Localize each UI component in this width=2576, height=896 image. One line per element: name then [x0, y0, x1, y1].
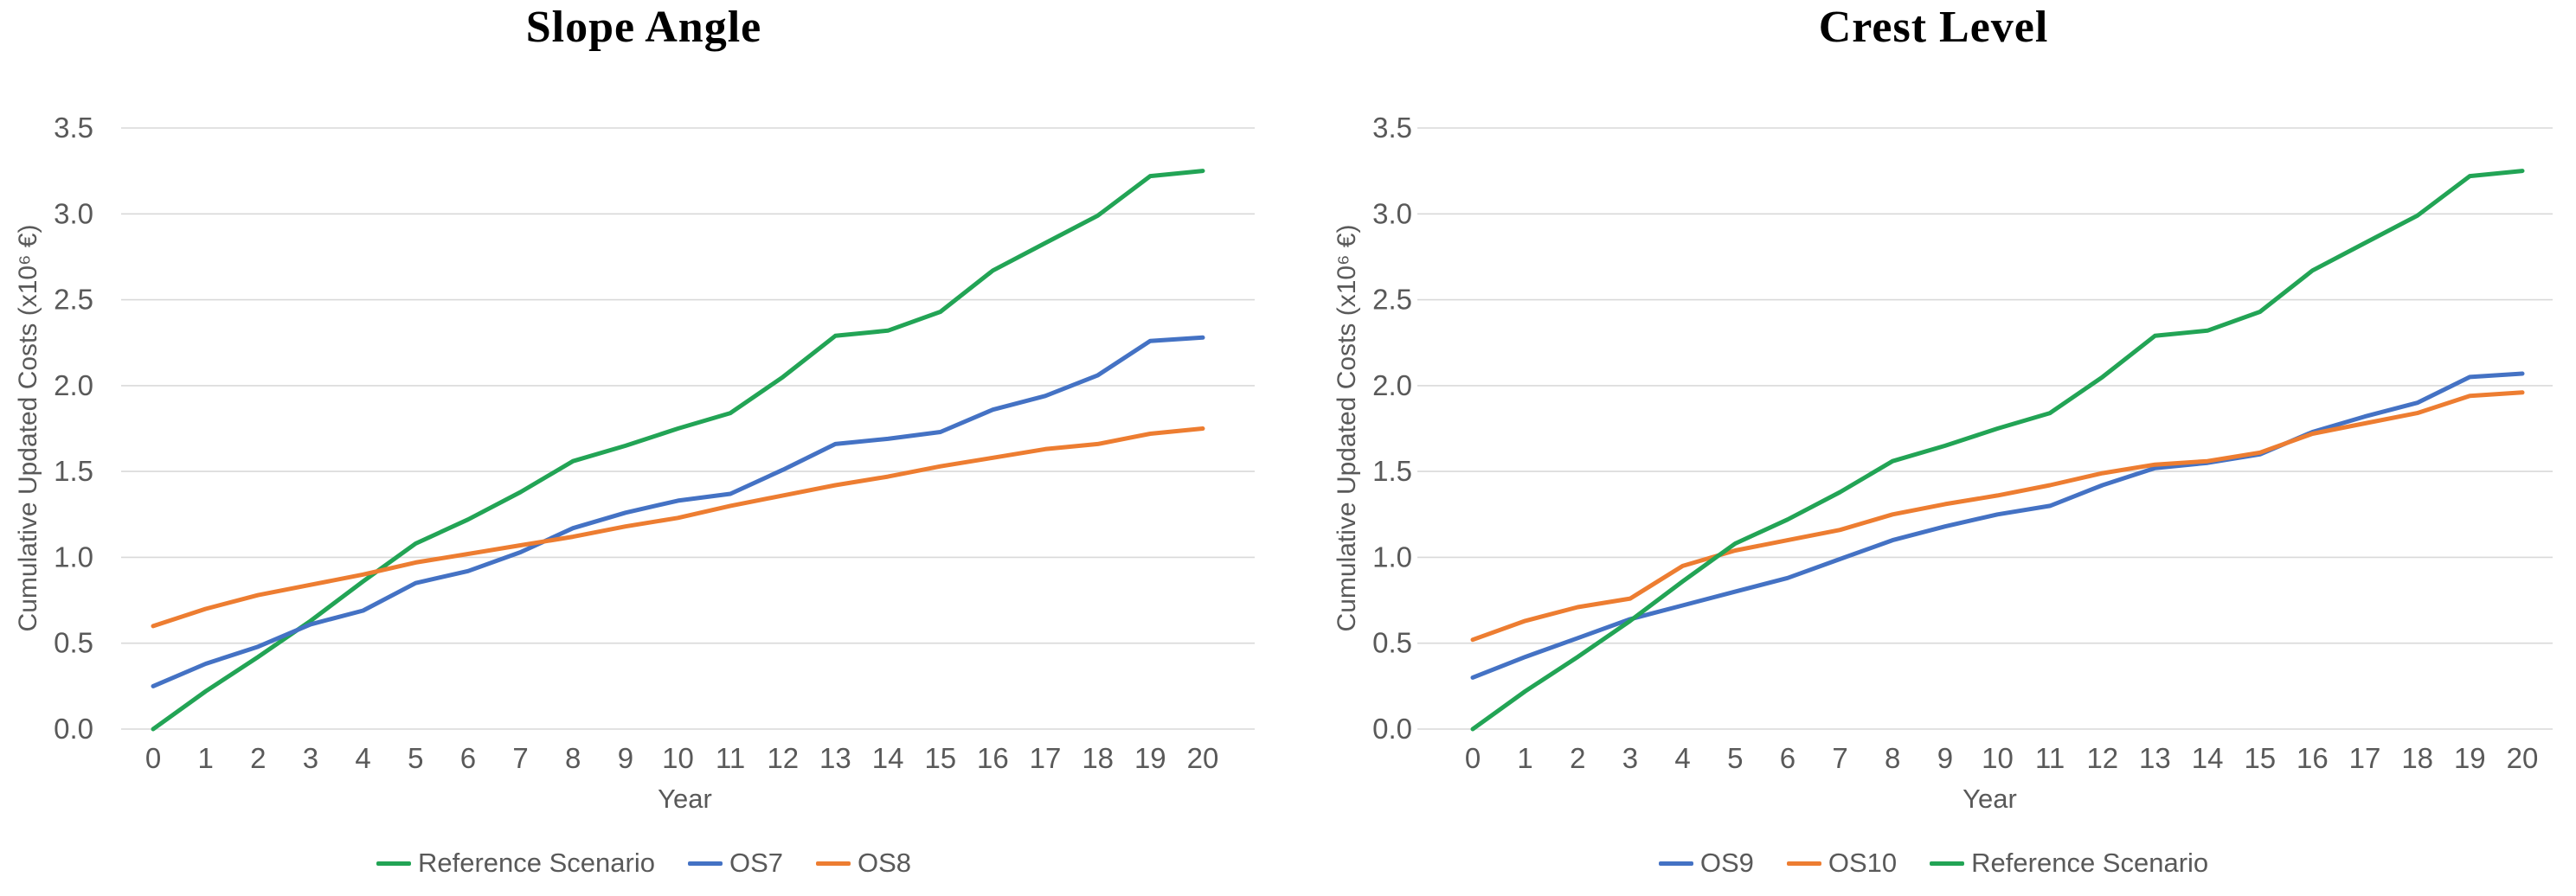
y-tick-label: 1.5	[54, 455, 93, 487]
x-tick-label: 15	[924, 742, 956, 774]
line-swatch-icon	[1930, 861, 1965, 866]
legend-item-os7: OS7	[687, 848, 783, 879]
legend-item-os10: OS10	[1786, 848, 1898, 879]
y-tick-label: 2.5	[1372, 284, 1412, 316]
x-tick-label: 1	[1517, 742, 1532, 774]
x-tick-label: 9	[618, 742, 633, 774]
chart-slope-angle: Slope Angle Cumulative Updated Costs (x1…	[0, 3, 1288, 879]
legend-label: Reference Scenario	[1971, 848, 2209, 878]
y-tick-label: 3.0	[1372, 197, 1412, 229]
x-tick-label: 18	[2401, 742, 2433, 774]
x-tick-label: 8	[565, 742, 581, 774]
x-tick-label: 11	[2035, 742, 2065, 774]
legend-label: OS8	[858, 848, 912, 878]
x-tick-label: 3	[1622, 742, 1638, 774]
chart-title: Slope Angle	[525, 3, 762, 52]
line-swatch-icon	[1786, 861, 1821, 866]
x-tick-label: 20	[1187, 742, 1219, 774]
series-line-os10	[1470, 390, 2525, 643]
x-axis-title: Year	[1963, 784, 2017, 814]
x-tick-label: 18	[1082, 742, 1114, 774]
x-tick-label: 2	[250, 742, 266, 774]
x-tick-label: 20	[2507, 742, 2539, 774]
x-tick-label: 9	[1937, 742, 1953, 774]
x-tick-label: 7	[512, 742, 528, 774]
plot-area: 0.00.51.01.52.02.53.03.50 1 2 3 4 5 6 7 8 9 10 11 12…	[54, 112, 1255, 774]
x-tick-label: 12	[767, 742, 799, 774]
series-line-reference-scenario	[1470, 169, 2525, 732]
x-tick-label: 10	[662, 742, 694, 774]
x-tick-label: 7	[1832, 742, 1847, 774]
y-tick-label: 0.0	[1372, 713, 1412, 745]
series-line-os9	[1470, 371, 2525, 680]
x-tick-label: 5	[408, 742, 423, 774]
y-tick-label: 2.5	[54, 284, 93, 316]
legend-label: OS10	[1828, 848, 1898, 878]
y-tick-label: 0.5	[1372, 627, 1412, 659]
y-tick-label: 0.0	[54, 713, 93, 745]
x-tick-label: 16	[977, 742, 1009, 774]
line-swatch-icon	[816, 861, 851, 866]
x-tick-label: 3	[303, 742, 318, 774]
x-tick-label: 4	[1674, 742, 1690, 774]
legend: Reference Scenario OS7 OS8	[0, 848, 1288, 879]
y-tick-label: 3.5	[1372, 112, 1412, 144]
legend-label: OS7	[729, 848, 783, 878]
line-swatch-icon	[687, 861, 723, 866]
series-line-os8	[151, 426, 1205, 629]
x-tick-label: 17	[2349, 742, 2381, 774]
chart-title: Crest Level	[1818, 3, 2049, 52]
x-tick-label: 14	[872, 742, 904, 774]
x-tick-label: 11	[716, 742, 745, 774]
x-tick-label: 19	[1134, 742, 1166, 774]
x-tick-label: 2	[1570, 742, 1585, 774]
y-tick-label: 1.0	[54, 541, 93, 573]
series-line-os7	[151, 335, 1205, 688]
y-tick-label: 3.5	[54, 112, 93, 144]
legend: OS9 OS10 Reference Scenario	[1291, 848, 2576, 879]
x-tick-label: 6	[460, 742, 476, 774]
y-tick-label: 0.5	[54, 627, 93, 659]
line-swatch-icon	[376, 861, 411, 866]
y-tick-label: 3.0	[54, 197, 93, 229]
x-tick-label: 0	[145, 742, 161, 774]
legend-item-os8: OS8	[816, 848, 911, 879]
x-tick-label: 5	[1727, 742, 1743, 774]
x-tick-label: 13	[2139, 742, 2171, 774]
x-tick-label: 13	[819, 742, 851, 774]
x-tick-label: 16	[2297, 742, 2329, 774]
legend-item-os9: OS9	[1658, 848, 1754, 879]
x-tick-label: 15	[2244, 742, 2276, 774]
x-tick-label: 0	[1465, 742, 1481, 774]
legend-item-reference-scenario: Reference Scenario	[1930, 848, 2208, 879]
x-tick-label: 10	[1982, 742, 2014, 774]
x-tick-label: 8	[1885, 742, 1900, 774]
x-tick-label: 17	[1030, 742, 1062, 774]
y-tick-label: 2.0	[1372, 369, 1412, 401]
legend-item-reference-scenario: Reference Scenario	[376, 848, 655, 879]
y-tick-label: 1.0	[1372, 541, 1412, 573]
legend-label: Reference Scenario	[417, 848, 655, 878]
legend-label: OS9	[1699, 848, 1754, 878]
x-axis-title: Year	[658, 784, 712, 814]
x-tick-label: 19	[2454, 742, 2486, 774]
series-line-reference-scenario	[151, 169, 1205, 732]
x-tick-label: 12	[2086, 742, 2118, 774]
chart-crest-level: Crest Level Cumulative Updated Costs (x1…	[1291, 0, 2576, 896]
y-tick-label: 1.5	[1372, 455, 1412, 487]
y-tick-label: 2.0	[54, 369, 93, 401]
x-tick-label: 6	[1780, 742, 1795, 774]
x-tick-label: 4	[355, 742, 370, 774]
x-tick-label: 14	[2192, 742, 2224, 774]
line-swatch-icon	[1658, 861, 1693, 866]
x-tick-label: 1	[198, 742, 214, 774]
plot-area: 0.00.51.01.52.02.53.03.50 1 2 3 4 5 6 7 8 9 10 11 12…	[1372, 112, 2553, 774]
